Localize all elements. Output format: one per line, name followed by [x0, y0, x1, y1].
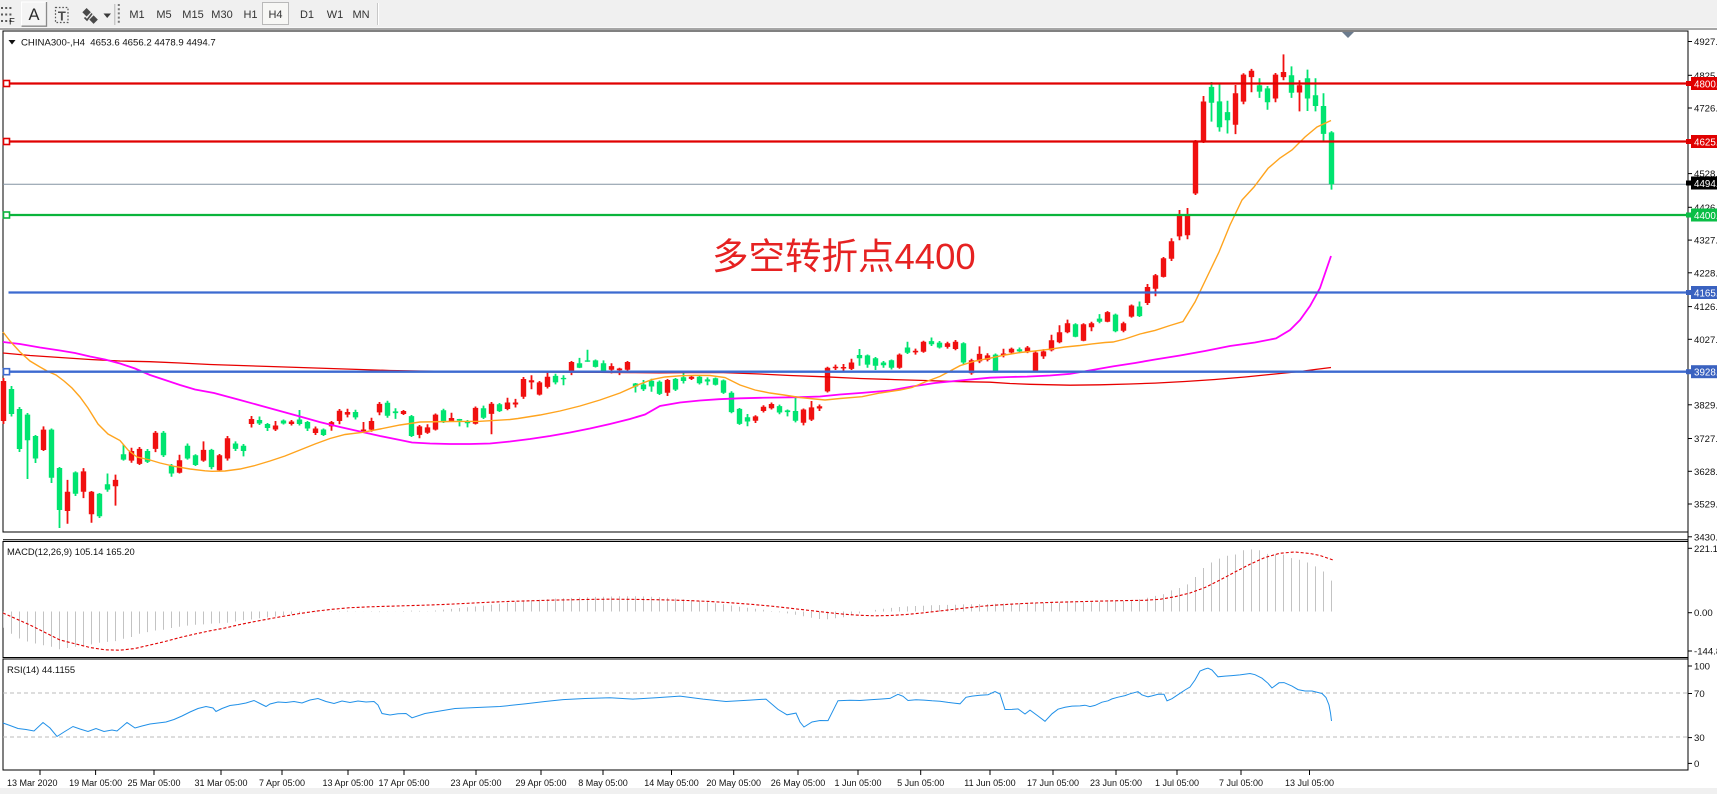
- svg-text:4800.0: 4800.0: [1694, 80, 1717, 91]
- svg-text:221.13: 221.13: [1694, 544, 1717, 555]
- svg-text:4327.: 4327.: [1694, 236, 1717, 247]
- svg-text:7 Jul 05:00: 7 Jul 05:00: [1219, 778, 1263, 788]
- svg-text:RSI(14) 44.1155: RSI(14) 44.1155: [7, 664, 75, 675]
- svg-text:3928.0: 3928.0: [1694, 368, 1717, 379]
- svg-text:H4: H4: [268, 9, 282, 21]
- svg-text:MACD(12,26,9) 105.14 165.20: MACD(12,26,9) 105.14 165.20: [7, 546, 135, 557]
- svg-text:4927.: 4927.: [1694, 37, 1717, 48]
- svg-text:4400.0: 4400.0: [1694, 211, 1717, 222]
- svg-text:30: 30: [1694, 733, 1705, 744]
- svg-text:3430.: 3430.: [1694, 532, 1717, 543]
- svg-text:M1: M1: [129, 9, 144, 21]
- svg-text:29 Apr 05:00: 29 Apr 05:00: [515, 778, 566, 788]
- svg-text:7 Apr 05:00: 7 Apr 05:00: [259, 778, 305, 788]
- svg-text:26 May 05:00: 26 May 05:00: [771, 778, 826, 788]
- svg-text:13 Jul 05:00: 13 Jul 05:00: [1285, 778, 1334, 788]
- svg-text:M30: M30: [211, 9, 232, 21]
- svg-text:-144.8: -144.8: [1694, 647, 1717, 658]
- svg-text:5 Jun 05:00: 5 Jun 05:00: [897, 778, 944, 788]
- svg-text:1 Jun 05:00: 1 Jun 05:00: [834, 778, 881, 788]
- svg-text:3727.: 3727.: [1694, 434, 1717, 445]
- svg-text:11 Jun 05:00: 11 Jun 05:00: [964, 778, 1015, 788]
- svg-text:4228.: 4228.: [1694, 268, 1717, 279]
- svg-text:MN: MN: [352, 9, 369, 21]
- svg-text:23 Jun 05:00: 23 Jun 05:00: [1090, 778, 1142, 788]
- svg-text:23 Apr 05:00: 23 Apr 05:00: [450, 778, 501, 788]
- svg-text:13 Apr 05:00: 13 Apr 05:00: [322, 778, 373, 788]
- svg-text:4027.: 4027.: [1694, 335, 1717, 346]
- svg-text:25 Mar 05:00: 25 Mar 05:00: [127, 778, 180, 788]
- svg-text:8 May 05:00: 8 May 05:00: [578, 778, 628, 788]
- svg-text:13 Mar 2020: 13 Mar 2020: [7, 778, 58, 788]
- svg-text:D1: D1: [300, 9, 314, 21]
- svg-text:70: 70: [1694, 689, 1705, 700]
- svg-text:100: 100: [1694, 662, 1710, 673]
- svg-text:17 Jun 05:00: 17 Jun 05:00: [1027, 778, 1079, 788]
- svg-text:14 May 05:00: 14 May 05:00: [644, 778, 699, 788]
- svg-text:4825.: 4825.: [1694, 71, 1717, 82]
- svg-text:3628.: 3628.: [1694, 467, 1717, 478]
- svg-text:1 Jul 05:00: 1 Jul 05:00: [1155, 778, 1199, 788]
- svg-text:4426.: 4426.: [1694, 203, 1717, 214]
- svg-text:4528.: 4528.: [1694, 169, 1717, 180]
- svg-text:19 Mar 05:00: 19 Mar 05:00: [69, 778, 122, 788]
- svg-text:0: 0: [1694, 759, 1699, 770]
- svg-text:4625.0: 4625.0: [1694, 138, 1717, 149]
- svg-text:0.00: 0.00: [1694, 608, 1713, 619]
- svg-text:H1: H1: [243, 9, 257, 21]
- svg-text:M5: M5: [156, 9, 171, 21]
- svg-text:20 May 05:00: 20 May 05:00: [706, 778, 761, 788]
- svg-text:3829.: 3829.: [1694, 400, 1717, 411]
- svg-text:CHINA300-,H4 4653.6 4656.2 44: CHINA300-,H4 4653.6 4656.2 4478.9 4494.7: [21, 38, 216, 49]
- svg-text:4726.: 4726.: [1694, 104, 1717, 115]
- svg-text:多空转折点4400: 多空转折点4400: [712, 236, 976, 277]
- svg-text:W1: W1: [327, 9, 344, 21]
- svg-text:4126.: 4126.: [1694, 302, 1717, 313]
- svg-text:A: A: [28, 6, 39, 24]
- svg-text:17 Apr 05:00: 17 Apr 05:00: [378, 778, 429, 788]
- svg-text:4165.0: 4165.0: [1694, 289, 1717, 300]
- svg-text:3529.: 3529.: [1694, 500, 1717, 511]
- svg-text:31 Mar 05:00: 31 Mar 05:00: [194, 778, 247, 788]
- svg-text:4494.7: 4494.7: [1694, 179, 1717, 190]
- svg-text:T: T: [58, 9, 66, 24]
- svg-text:F: F: [9, 17, 15, 28]
- svg-text:M15: M15: [182, 9, 203, 21]
